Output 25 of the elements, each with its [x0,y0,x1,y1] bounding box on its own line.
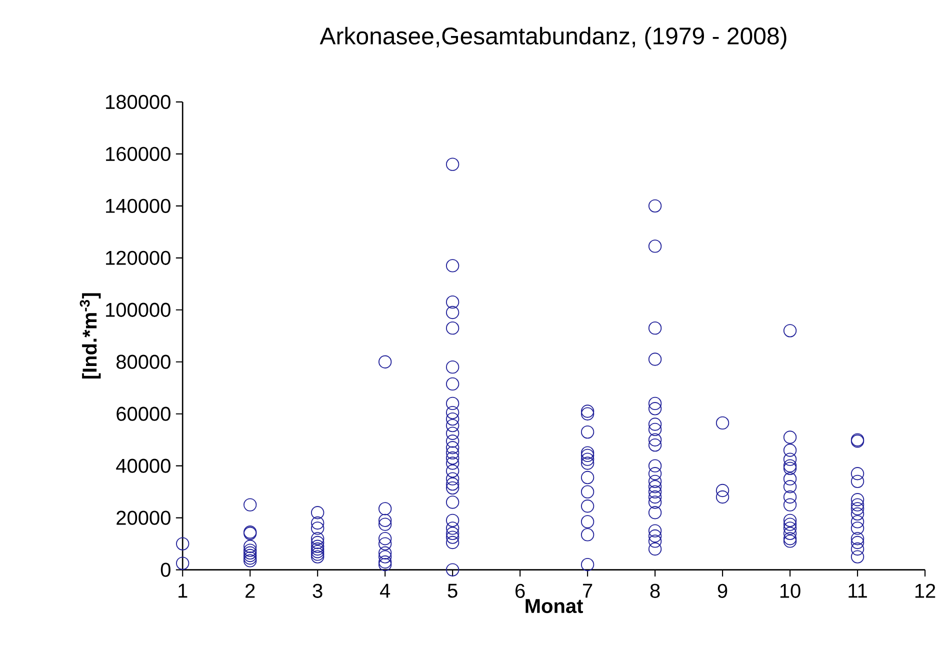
y-tick-label: 120000 [106,250,170,265]
y-tick-label: 60000 [116,406,170,421]
chart-title: Arkonasee,Gesamtabundanz, (1979 - 2008) [320,26,786,50]
y-tick-label: 180000 [106,94,170,109]
y-tick-label: 20000 [116,510,170,525]
x-axis-title: Monat [526,599,583,614]
x-tick-label: 5 [448,584,458,598]
x-tick-label: 11 [848,584,867,598]
x-tick-label: 9 [718,584,728,598]
y-tick-label: 80000 [116,354,170,369]
x-tick-label: 8 [650,584,660,598]
x-tick-label: 2 [246,584,255,598]
x-tick-label: 4 [380,584,390,598]
x-tick-label: 12 [915,584,936,598]
y-axis-title: [Ind.*m$^{-3}$] [80,293,101,378]
x-tick-label: 1 [178,584,188,598]
y-tick-label: 140000 [106,198,170,213]
x-tick-label: 3 [312,584,322,598]
x-tick-label: 7 [583,584,592,598]
x-tick-label: 6 [516,584,525,598]
y-tick-label: 40000 [116,458,170,473]
y-tick-label: 0 [160,562,170,577]
y-tick-label: 160000 [106,146,170,161]
x-tick-label: 10 [780,584,800,598]
y-tick-label: 100000 [106,302,170,317]
